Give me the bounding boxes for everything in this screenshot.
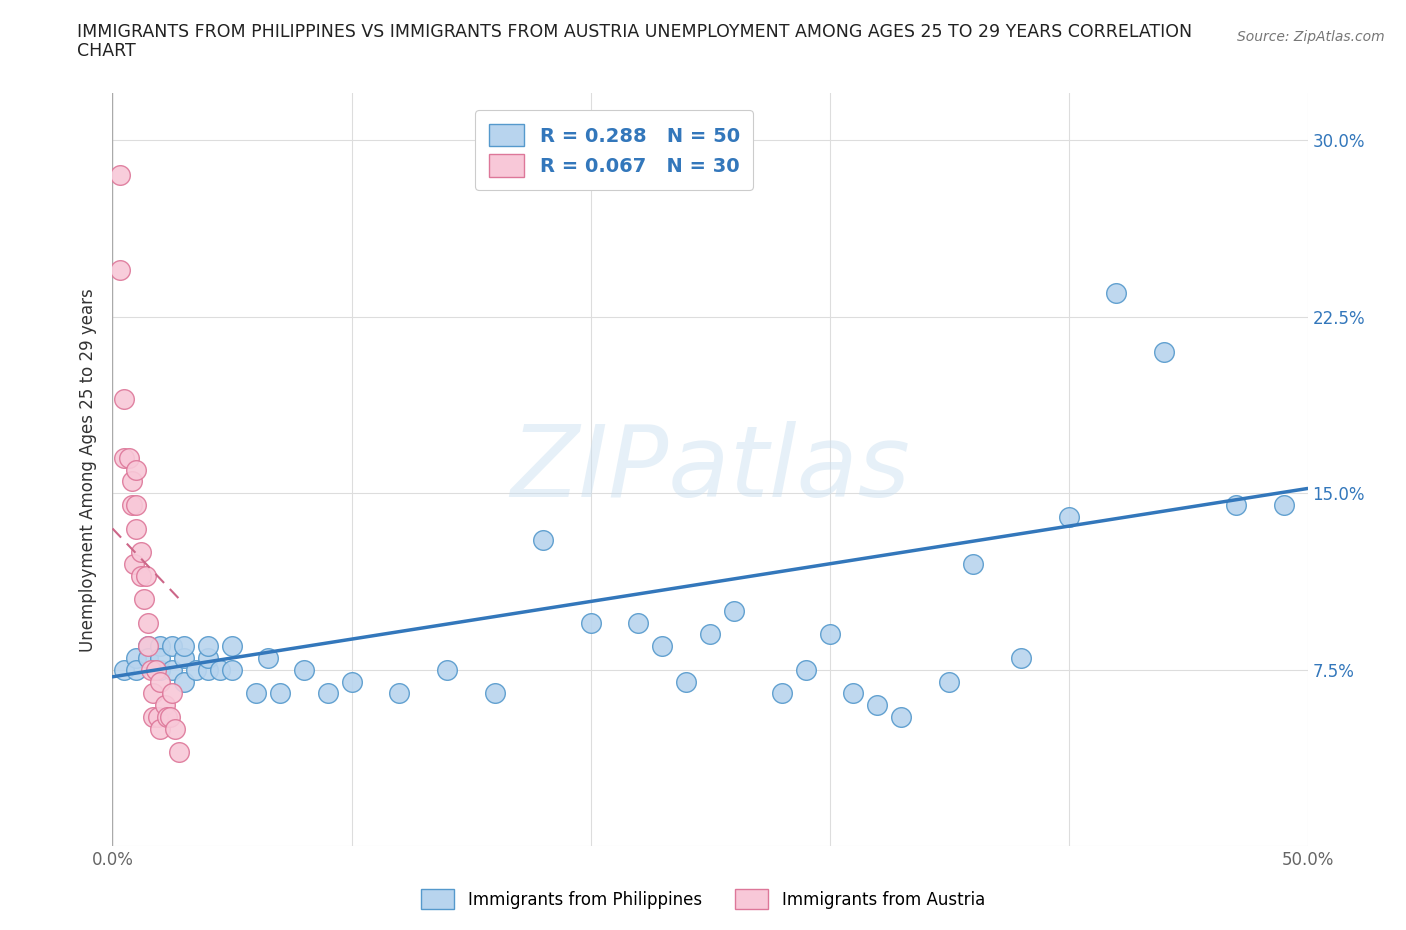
Y-axis label: Unemployment Among Ages 25 to 29 years: Unemployment Among Ages 25 to 29 years xyxy=(79,287,97,652)
Point xyxy=(675,674,697,689)
Point xyxy=(962,556,984,571)
Point xyxy=(197,651,219,666)
Point xyxy=(221,662,243,677)
Point xyxy=(340,674,363,689)
Point xyxy=(1153,344,1175,359)
Point xyxy=(186,662,208,677)
Point xyxy=(316,685,339,700)
Point xyxy=(132,591,155,606)
Text: IMMIGRANTS FROM PHILIPPINES VS IMMIGRANTS FROM AUSTRIA UNEMPLOYMENT AMONG AGES 2: IMMIGRANTS FROM PHILIPPINES VS IMMIGRANT… xyxy=(77,23,1192,41)
Point xyxy=(121,498,143,512)
Point xyxy=(257,651,280,666)
Point xyxy=(122,556,145,571)
Point xyxy=(162,685,183,700)
Point xyxy=(138,651,160,666)
Point xyxy=(1057,510,1080,525)
Point xyxy=(245,685,267,700)
Point xyxy=(627,616,650,631)
Point xyxy=(866,698,889,712)
Point xyxy=(890,710,912,724)
Point xyxy=(159,710,181,724)
Point xyxy=(125,651,148,666)
Point xyxy=(173,639,195,654)
Point xyxy=(108,168,131,183)
Point xyxy=(579,616,602,631)
Point xyxy=(114,662,135,677)
Point xyxy=(142,685,165,700)
Point xyxy=(197,639,219,654)
Legend: Immigrants from Philippines, Immigrants from Austria: Immigrants from Philippines, Immigrants … xyxy=(412,881,994,917)
Point xyxy=(292,662,315,677)
Point xyxy=(146,710,169,724)
Point xyxy=(125,662,148,677)
Point xyxy=(114,450,135,465)
Point xyxy=(138,639,160,654)
Point xyxy=(149,662,172,677)
Point xyxy=(108,262,131,277)
Point xyxy=(149,674,172,689)
Point xyxy=(269,685,291,700)
Point xyxy=(723,604,745,618)
Point xyxy=(1225,498,1247,512)
Text: CHART: CHART xyxy=(77,42,136,60)
Point xyxy=(125,462,148,477)
Point xyxy=(794,662,817,677)
Point xyxy=(209,662,232,677)
Point xyxy=(156,710,179,724)
Point xyxy=(162,662,183,677)
Point xyxy=(129,568,152,583)
Point xyxy=(173,674,195,689)
Point xyxy=(149,651,172,666)
Point xyxy=(121,474,143,489)
Point xyxy=(125,521,148,536)
Point xyxy=(129,545,152,560)
Point xyxy=(388,685,411,700)
Point xyxy=(142,710,165,724)
Point xyxy=(770,685,793,700)
Point xyxy=(149,639,172,654)
Point xyxy=(842,685,865,700)
Point xyxy=(118,450,141,465)
Point xyxy=(163,721,186,736)
Point xyxy=(436,662,458,677)
Point xyxy=(135,568,157,583)
Point xyxy=(531,533,554,548)
Point xyxy=(938,674,960,689)
Point xyxy=(197,662,219,677)
Point xyxy=(818,627,841,642)
Point xyxy=(484,685,506,700)
Point xyxy=(145,662,167,677)
Point xyxy=(1272,498,1295,512)
Legend: R = 0.288   N = 50, R = 0.067   N = 30: R = 0.288 N = 50, R = 0.067 N = 30 xyxy=(475,111,754,190)
Point xyxy=(162,639,183,654)
Point xyxy=(138,616,160,631)
Point xyxy=(114,392,135,406)
Point xyxy=(139,662,162,677)
Point xyxy=(651,639,673,654)
Point xyxy=(1105,286,1128,300)
Text: ZIPatlas: ZIPatlas xyxy=(510,421,910,518)
Point xyxy=(221,639,243,654)
Point xyxy=(149,721,172,736)
Text: Source: ZipAtlas.com: Source: ZipAtlas.com xyxy=(1237,30,1385,44)
Point xyxy=(138,639,160,654)
Point xyxy=(169,745,191,760)
Point xyxy=(173,651,195,666)
Point xyxy=(699,627,721,642)
Point xyxy=(125,498,148,512)
Point xyxy=(153,698,176,712)
Point xyxy=(1010,651,1032,666)
